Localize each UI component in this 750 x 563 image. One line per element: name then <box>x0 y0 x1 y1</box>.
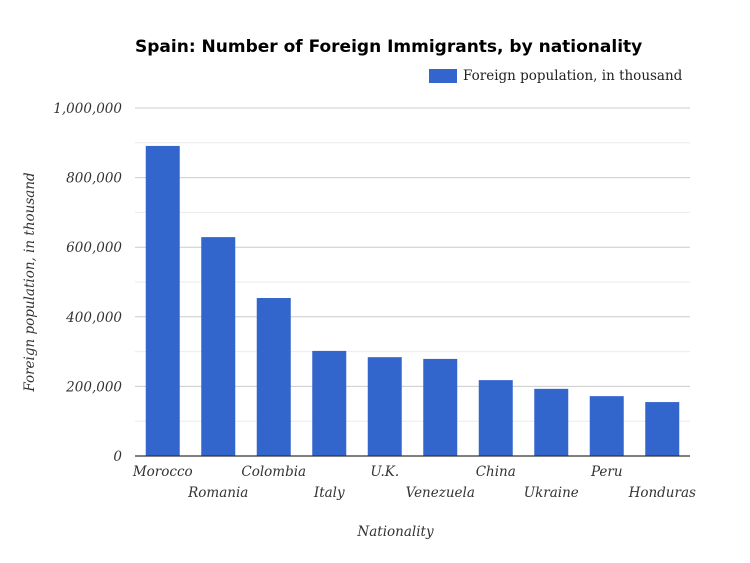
y-tick-label: 0 <box>113 449 122 465</box>
legend: Foreign population, in thousand <box>429 68 682 84</box>
bar-uk <box>367 357 402 456</box>
chart-title: Spain: Number of Foreign Immigrants, by … <box>135 37 643 57</box>
x-tick-label: U.K. <box>370 464 399 480</box>
x-tick-label: Romania <box>187 485 248 501</box>
x-tick-label: Venezuela <box>406 485 475 501</box>
bar-venezuela <box>423 358 458 456</box>
y-tick-label: 800,000 <box>66 171 122 187</box>
x-tick-label: China <box>476 464 516 480</box>
x-tick-label: Honduras <box>628 485 696 501</box>
y-axis-title: Foreign population, in thousand <box>22 172 38 393</box>
bar-italy <box>312 350 347 456</box>
bar-colombia <box>256 298 291 456</box>
bar-honduras <box>645 402 680 456</box>
bar-romania <box>201 237 236 456</box>
y-tick-label: 400,000 <box>65 310 122 326</box>
legend-swatch <box>429 69 457 83</box>
x-tick-label: Peru <box>590 464 623 480</box>
legend-label: Foreign population, in thousand <box>463 68 683 84</box>
bar-peru <box>589 396 624 456</box>
x-axis-title: Nationality <box>356 524 434 540</box>
y-tick-label: 600,000 <box>66 240 122 256</box>
x-tick-label: Italy <box>313 485 345 501</box>
bar-morocco <box>145 145 180 456</box>
y-tick-label: 200,000 <box>65 379 122 395</box>
bar-ukraine <box>534 388 569 456</box>
x-tick-label: Ukraine <box>524 485 579 501</box>
x-tick-label: Colombia <box>241 464 306 480</box>
x-tick-label: Morocco <box>132 464 193 480</box>
bar-china <box>478 380 513 456</box>
y-tick-label: 1,000,000 <box>53 101 122 117</box>
